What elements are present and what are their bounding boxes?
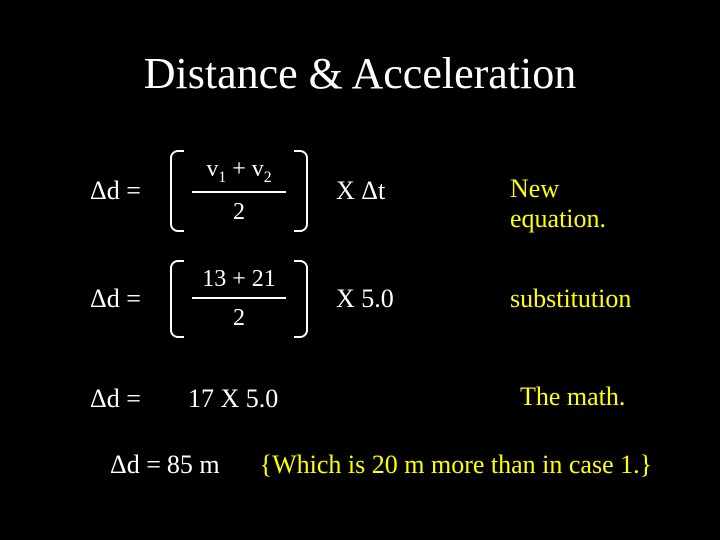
eq1-annotation: New equation. — [510, 174, 650, 234]
eq3-annotation: The math. — [520, 382, 625, 412]
eq4-annotation: {Which is 20 m more than in case 1.} — [260, 450, 652, 480]
eq3-lhs: Δd = — [90, 384, 170, 414]
equation-3: Δd = 17 X 5.0 The math. — [90, 384, 650, 414]
eq1-bracket: v1 + v2 2 — [170, 150, 308, 232]
eq3-rhs: 17 X 5.0 — [188, 384, 278, 414]
equation-4: Δd = 85 m {Which is 20 m more than in ca… — [110, 450, 700, 480]
eq2-bracket: 13 + 21 2 — [170, 260, 308, 338]
fraction-bar-icon — [192, 191, 286, 193]
eq1-v1: v — [206, 156, 218, 182]
eq1-sub2: 2 — [264, 169, 272, 186]
eq1-numerator: v1 + v2 — [206, 156, 271, 189]
eq2-numerator: 13 + 21 — [202, 266, 276, 295]
equation-1: Δd = v1 + v2 2 X Δt New equation. — [90, 150, 650, 232]
eq2-fraction: 13 + 21 2 — [184, 260, 294, 338]
right-bracket-icon — [294, 150, 308, 232]
eq1-lhs: Δd = — [90, 176, 170, 206]
eq2-annotation: substitution — [510, 284, 631, 314]
equation-2: Δd = 13 + 21 2 X 5.0 substitution — [90, 260, 650, 338]
eq1-v2: v — [252, 156, 264, 182]
eq2-denominator: 2 — [233, 303, 245, 332]
fraction-bar-icon — [192, 297, 286, 299]
eq1-fraction: v1 + v2 2 — [184, 150, 294, 232]
left-bracket-icon — [170, 260, 184, 338]
right-bracket-icon — [294, 260, 308, 338]
eq4-lhs: Δd = — [110, 450, 161, 480]
eq1-mult: X Δt — [336, 176, 385, 206]
eq1-denominator: 2 — [233, 197, 245, 226]
eq2-mult: X 5.0 — [336, 284, 394, 314]
eq2-lhs: Δd = — [90, 284, 170, 314]
eq1-plus: + — [226, 156, 252, 182]
eq4-rhs: 85 m — [167, 450, 220, 480]
page-title: Distance & Acceleration — [0, 48, 720, 99]
left-bracket-icon — [170, 150, 184, 232]
